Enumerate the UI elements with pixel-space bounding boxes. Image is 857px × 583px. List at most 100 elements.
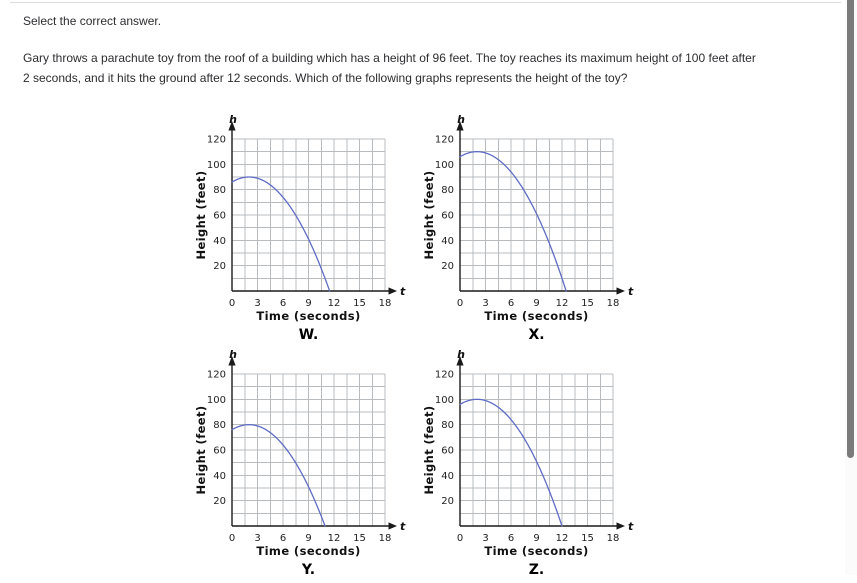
x-tick-label: 0: [457, 533, 463, 544]
x-axis-title: Time (seconds): [484, 309, 588, 323]
graph-caption: Z.: [529, 562, 544, 578]
y-tick-label: 40: [441, 471, 454, 482]
x-tick-label: 12: [556, 298, 569, 309]
x-tick-label: 12: [328, 298, 341, 309]
graph-panel-w: 20 40 60 80 100 120 0 3 6 9 12 15 18 Height (feet) h t T…: [193, 110, 408, 343]
x-tick-label: 6: [280, 533, 286, 544]
height-curve: [459, 398, 563, 527]
question-line-2: 2 seconds, and it hits the ground after …: [23, 70, 628, 85]
graph-caption: W.: [299, 327, 319, 343]
grid-lines: [231, 138, 386, 292]
y-tick-label: 20: [441, 496, 454, 507]
x-axis-symbol: t: [400, 520, 406, 533]
x-tick-label: 15: [353, 298, 366, 309]
grid-lines: [459, 373, 614, 527]
x-axis-title: Time (seconds): [484, 544, 588, 558]
prompt-text: Select the correct answer.: [23, 14, 162, 28]
x-tick-label: 18: [379, 298, 392, 309]
scrollbar-track[interactable]: [845, 0, 857, 575]
axes: [231, 130, 392, 292]
scrollbar-thumb[interactable]: [847, 0, 854, 458]
x-axis-arrow-icon: [616, 287, 625, 295]
y-tick-label: 120: [435, 370, 454, 381]
x-tick-label: 3: [254, 298, 260, 309]
x-tick-label: 9: [533, 298, 539, 309]
x-tick-label: 18: [607, 533, 620, 544]
y-tick-label: 120: [207, 135, 226, 146]
y-tick-label: 20: [213, 496, 226, 507]
content-top-border: [10, 2, 841, 3]
y-axis-arrow-icon: [456, 121, 464, 131]
x-tick-label: 9: [533, 533, 539, 544]
y-tick-label: 100: [435, 160, 454, 171]
y-tick-label: 100: [435, 395, 454, 406]
graph-panel-z: 20 40 60 80 100 120 0 3 6 9 12 15 18 Height (feet) h t T…: [421, 345, 636, 578]
y-axis-arrow-icon: [228, 121, 236, 131]
x-tick-label: 0: [229, 298, 235, 309]
y-tick-label: 120: [207, 370, 226, 381]
x-axis-symbol: t: [628, 285, 634, 298]
y-tick-label: 40: [441, 236, 454, 247]
y-tick-label: 60: [441, 211, 454, 222]
x-axis-symbol: t: [400, 285, 406, 298]
x-axis-title: Time (seconds): [256, 544, 360, 558]
y-axis-arrow-icon: [228, 356, 236, 366]
x-tick-label: 3: [482, 533, 488, 544]
graph-z: 20 40 60 80 100 120 0 3 6 9 12 15 18 Height (feet) h t T…: [422, 348, 634, 578]
axes: [459, 365, 620, 527]
x-axis-arrow-icon: [388, 522, 397, 530]
y-tick-label: 60: [441, 446, 454, 457]
y-tick-label: 120: [435, 135, 454, 146]
y-tick-label: 20: [441, 261, 454, 272]
y-tick-label: 80: [213, 420, 226, 431]
y-axis-title: Height (feet): [422, 405, 436, 494]
x-tick-label: 18: [607, 298, 620, 309]
graph-x: 20 40 60 80 100 120 0 3 6 9 12 15 18 Height (feet) h t T…: [422, 113, 634, 343]
axes: [459, 130, 620, 292]
x-tick-label: 6: [280, 298, 286, 309]
graph-panel-y: 20 40 60 80 100 120 0 3 6 9 12 15 18 Height (feet) h t T…: [193, 345, 408, 578]
y-tick-label: 40: [213, 471, 226, 482]
x-tick-label: 12: [556, 533, 569, 544]
y-tick-label: 60: [213, 211, 226, 222]
x-tick-label: 15: [581, 298, 594, 309]
y-axis-symbol: h: [229, 113, 237, 126]
grid-lines: [231, 373, 386, 527]
y-tick-label: 80: [441, 420, 454, 431]
height-curve: [231, 424, 326, 527]
x-tick-label: 3: [254, 533, 260, 544]
y-tick-label: 100: [207, 395, 226, 406]
y-tick-label: 80: [441, 185, 454, 196]
y-tick-label: 60: [213, 446, 226, 457]
grid-lines: [459, 138, 614, 292]
x-axis-symbol: t: [628, 520, 634, 533]
x-tick-label: 18: [379, 533, 392, 544]
x-tick-label: 15: [581, 533, 594, 544]
y-axis-symbol: h: [457, 348, 465, 361]
x-tick-label: 15: [353, 533, 366, 544]
y-tick-label: 80: [213, 185, 226, 196]
y-axis-symbol: h: [457, 113, 465, 126]
graph-caption: Y.: [301, 562, 315, 578]
y-axis-title: Height (feet): [194, 405, 208, 494]
graph-w: 20 40 60 80 100 120 0 3 6 9 12 15 18 Height (feet) h t T…: [194, 113, 406, 343]
x-tick-label: 6: [508, 298, 514, 309]
y-tick-label: 20: [213, 261, 226, 272]
y-axis-title: Height (feet): [422, 170, 436, 259]
graph-caption: X.: [528, 327, 544, 343]
graph-panel-x: 20 40 60 80 100 120 0 3 6 9 12 15 18 Height (feet) h t T…: [421, 110, 636, 343]
x-tick-label: 9: [305, 298, 311, 309]
x-axis-arrow-icon: [616, 522, 625, 530]
x-axis-arrow-icon: [388, 287, 397, 295]
y-tick-label: 40: [213, 236, 226, 247]
x-tick-label: 3: [482, 298, 488, 309]
height-curve: [231, 176, 331, 292]
graph-y: 20 40 60 80 100 120 0 3 6 9 12 15 18 Height (feet) h t T…: [194, 348, 406, 578]
x-tick-label: 9: [305, 533, 311, 544]
x-axis-title: Time (seconds): [256, 309, 360, 323]
y-axis-symbol: h: [229, 348, 237, 361]
y-axis-title: Height (feet): [194, 170, 208, 259]
x-tick-label: 6: [508, 533, 514, 544]
x-tick-label: 0: [457, 298, 463, 309]
y-tick-label: 100: [207, 160, 226, 171]
